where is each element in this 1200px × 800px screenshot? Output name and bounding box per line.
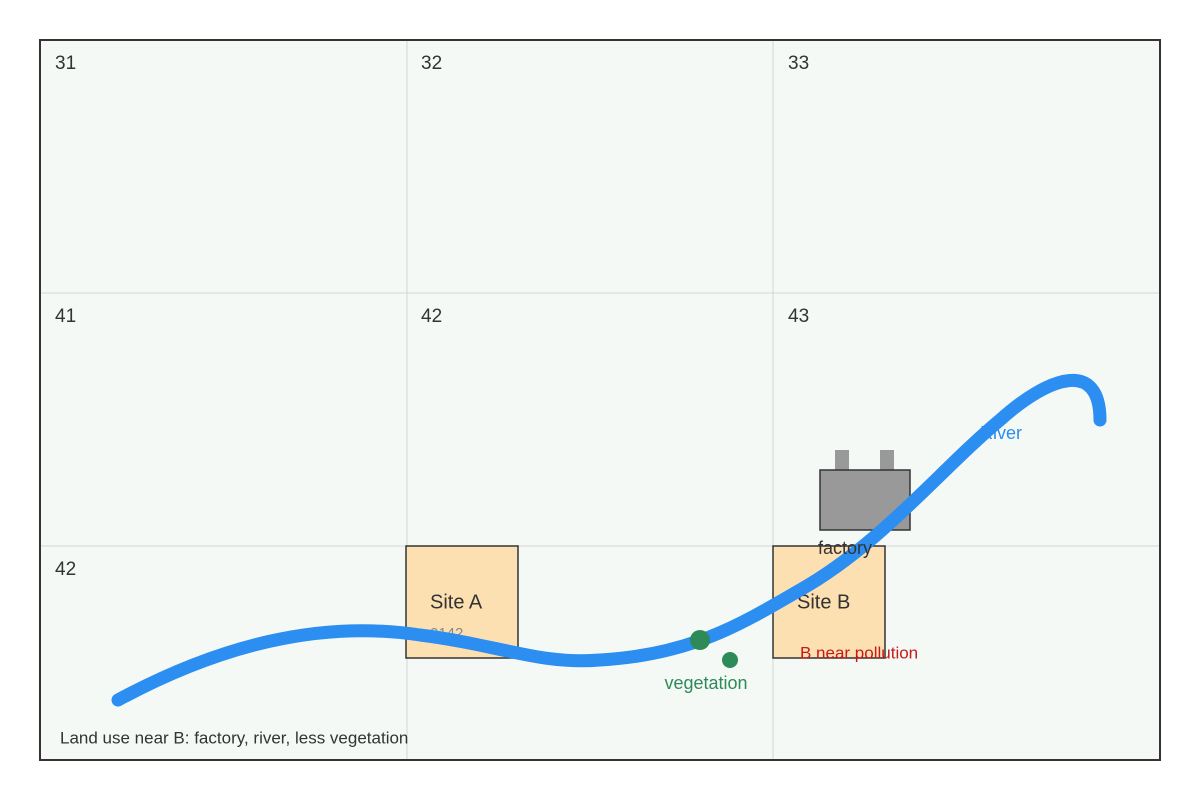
factory-label: factory (818, 538, 872, 558)
chimney (880, 450, 894, 470)
cell-label: 42 (55, 559, 76, 580)
vegetation (722, 652, 738, 668)
chimney (835, 450, 849, 470)
warning: B near pollution (800, 643, 918, 662)
site-label: Site B (797, 591, 850, 613)
cell-label: 33 (788, 53, 809, 74)
caption: Land use near B: factory, river, less ve… (60, 728, 408, 747)
site-label: Site A (430, 591, 483, 613)
cell-label: 41 (55, 306, 76, 327)
cell-label: 43 (788, 306, 809, 327)
vegetation (690, 630, 710, 650)
vegetation-label: vegetation (664, 673, 747, 693)
river-label: River (980, 423, 1022, 443)
cell-label: 32 (421, 53, 442, 74)
cell-label: 42 (421, 306, 442, 327)
map-frame (39, 39, 1161, 761)
cell-label: 31 (55, 53, 76, 74)
